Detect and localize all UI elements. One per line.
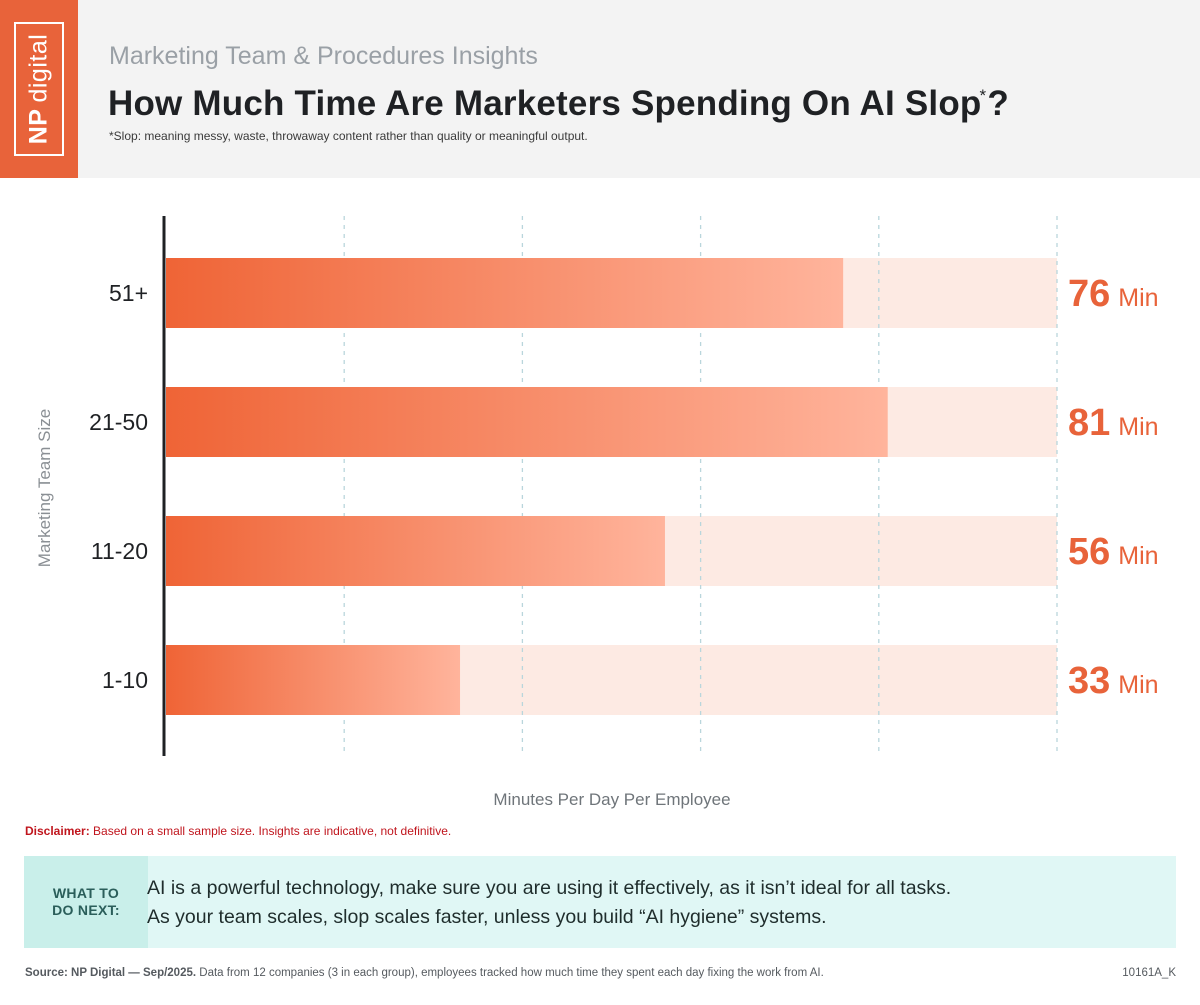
- value-label: 81 Min: [1068, 402, 1159, 444]
- category-label: 1-10: [102, 667, 148, 693]
- category-label: 21-50: [89, 409, 148, 435]
- bar: [166, 516, 665, 586]
- disclaimer: Disclaimer: Based on a small sample size…: [25, 824, 452, 838]
- value-unit: Min: [1118, 284, 1158, 312]
- value-label: 76 Min: [1068, 273, 1159, 315]
- bar: [166, 258, 844, 328]
- title-asterisk: *: [979, 86, 987, 105]
- page-title: How Much Time Are Marketers Spending On …: [108, 84, 1009, 123]
- slop-footnote: *Slop: meaning messy, waste, throwaway c…: [109, 129, 588, 143]
- value-unit: Min: [1118, 413, 1158, 441]
- x-axis-label: Minutes Per Day Per Employee: [493, 790, 731, 809]
- category-label: 11-20: [91, 538, 148, 564]
- chart-plot: 51+ 76 Min 21-50 81 Min 11-20 56 Min 1-10 33 Min: [89, 216, 1159, 756]
- source-note: Source: NP Digital — Sep/2025. Data from…: [25, 967, 824, 979]
- logo-text: NPdigital: [24, 33, 53, 145]
- value-number: 81: [1068, 402, 1110, 444]
- value-unit: Min: [1118, 671, 1158, 699]
- logo-frame: [14, 22, 64, 156]
- value-number: 76: [1068, 273, 1110, 315]
- value-unit: Min: [1118, 542, 1158, 570]
- value-number: 33: [1068, 660, 1110, 702]
- chart-code: 10161A_K: [1122, 967, 1176, 979]
- bar-chart: Marketing Team Size 51+ 76 Min 21-50 81 Min 11…: [0, 178, 1200, 818]
- what-to-do-next-box: WHAT TO DO NEXT: AI is a powerful technol…: [24, 856, 1176, 948]
- value-number: 56: [1068, 531, 1110, 573]
- what-to-do-next-label: WHAT TO DO NEXT:: [24, 856, 148, 948]
- what-to-do-next-text: AI is a powerful technology, make sure y…: [147, 877, 952, 928]
- bar: [166, 645, 461, 715]
- header: NPdigital Marketing Team & Procedures In…: [0, 0, 1200, 178]
- page-subtitle: Marketing Team & Procedures Insights: [109, 42, 538, 70]
- value-label: 33 Min: [1068, 660, 1159, 702]
- value-label: 56 Min: [1068, 531, 1159, 573]
- category-label: 51+: [109, 280, 148, 306]
- np-digital-logo: NPdigital: [0, 0, 78, 178]
- bar: [166, 387, 888, 457]
